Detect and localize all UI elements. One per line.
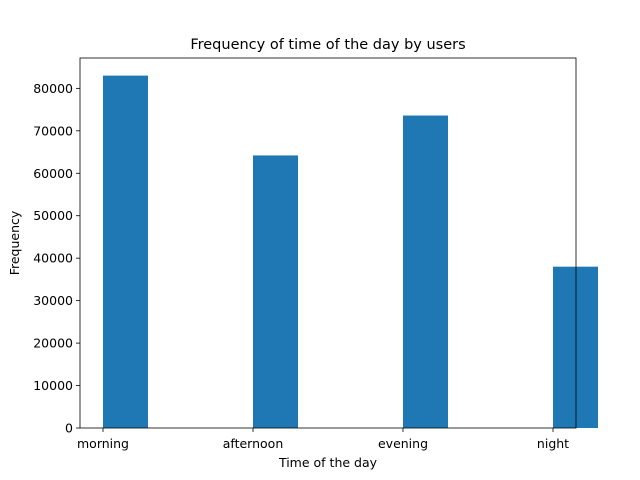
y-tick-label: 30000 <box>33 293 73 308</box>
bar-night <box>553 266 598 428</box>
chart-title: Frequency of time of the day by users <box>190 37 465 53</box>
y-axis-ticks: 0 10000 20000 30000 40000 50000 60000 70000 8000… <box>33 81 80 436</box>
x-tick-label-night: night <box>537 436 569 451</box>
y-tick-label: 20000 <box>33 336 73 351</box>
x-axis-label: Time of the day <box>278 455 378 470</box>
bar-evening <box>403 115 448 428</box>
bars-group <box>103 75 598 428</box>
y-axis-label: Frequency <box>7 210 22 275</box>
plot-area-frame <box>79 57 577 429</box>
y-tick-label: 60000 <box>33 166 73 181</box>
y-tick-label: 40000 <box>33 251 73 266</box>
bar-afternoon <box>253 155 298 428</box>
bar-morning <box>103 75 148 428</box>
y-tick-label: 0 <box>65 421 73 436</box>
y-tick-label: 10000 <box>33 378 73 393</box>
x-tick-label-morning: morning <box>77 436 129 451</box>
x-axis-ticks: morning afternoon evening night <box>77 428 569 451</box>
y-tick-label: 50000 <box>33 208 73 223</box>
y-tick-label: 70000 <box>33 123 73 138</box>
x-tick-label-afternoon: afternoon <box>223 436 284 451</box>
y-tick-label: 80000 <box>33 81 73 96</box>
x-tick-label-evening: evening <box>378 436 428 451</box>
